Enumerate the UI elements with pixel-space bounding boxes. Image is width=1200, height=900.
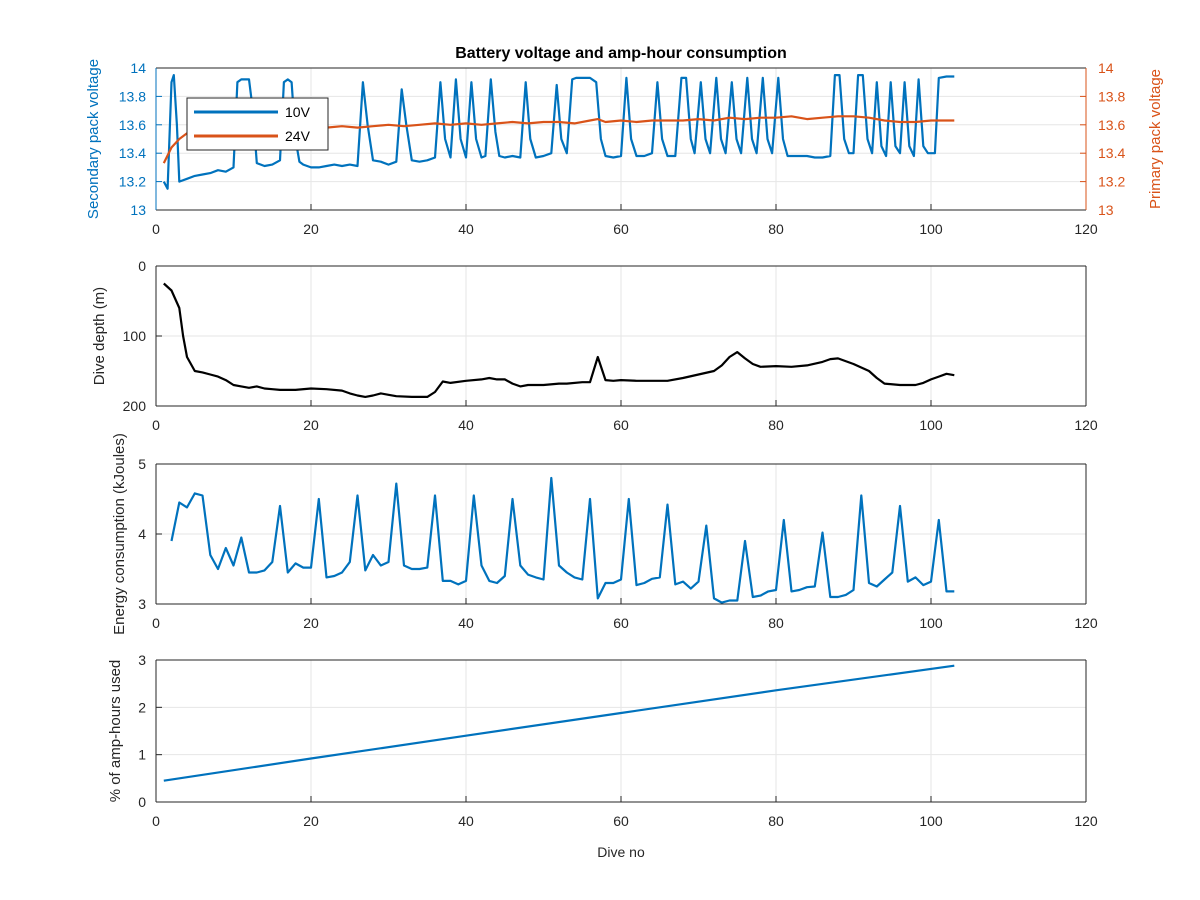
- legend-box: [186, 97, 329, 151]
- x-tick-label: 120: [1074, 417, 1098, 433]
- x-tick-label: 120: [1074, 615, 1098, 631]
- legend: 10V 24V: [186, 97, 329, 151]
- y-axis-label: Secondary pack voltage: [85, 59, 102, 219]
- y-axis-label: Energy consumption (kJoules): [111, 433, 128, 635]
- x-tick-label: 0: [152, 813, 160, 829]
- legend-label-10v: 10V: [285, 104, 311, 120]
- y-tick-label: 0: [138, 794, 146, 810]
- y-right-tick-label: 14: [1098, 60, 1114, 76]
- y-tick-label: 3: [138, 652, 146, 668]
- voltage-panel: 0 20 40 60 80 100 1201313.213.413.613.8141313.…: [85, 59, 1164, 237]
- x-axis-label: Dive no: [597, 844, 645, 860]
- x-tick-label: 60: [613, 417, 629, 433]
- x-tick-label: 40: [458, 813, 474, 829]
- x-tick-label: 80: [768, 221, 784, 237]
- y-tick-label: 2: [138, 699, 146, 715]
- x-tick-label: 20: [303, 417, 319, 433]
- x-tick-label: 120: [1074, 221, 1098, 237]
- x-tick-label: 100: [919, 417, 943, 433]
- series-line-0: [162, 74, 955, 190]
- y-tick-label: 13.2: [119, 174, 146, 190]
- x-tick-label: 20: [303, 221, 319, 237]
- y-right-tick-label: 13.4: [1098, 145, 1125, 161]
- y-tick-label: 13.8: [119, 88, 146, 104]
- y-right-axis-label: Primary pack voltage: [1147, 69, 1164, 209]
- x-tick-label: 60: [613, 615, 629, 631]
- x-tick-label: 100: [919, 221, 943, 237]
- y-tick-label: 4: [138, 526, 146, 542]
- y-tick-label: 100: [123, 328, 147, 344]
- x-tick-label: 20: [303, 813, 319, 829]
- y-right-tick-label: 13.8: [1098, 88, 1125, 104]
- x-tick-label: 0: [152, 615, 160, 631]
- x-tick-label: 60: [613, 813, 629, 829]
- y-tick-label: 13.4: [119, 145, 146, 161]
- y-right-tick-label: 13.2: [1098, 174, 1125, 190]
- y-right-tick-label: 13.6: [1098, 117, 1125, 133]
- x-tick-label: 100: [919, 615, 943, 631]
- amp-hours-panel: 0 20 40 60 80 100 120 0 1 2 3 % of amp-hours used: [107, 652, 1098, 829]
- x-tick-label: 120: [1074, 813, 1098, 829]
- x-tick-label: 80: [768, 615, 784, 631]
- y-tick-label: 200: [123, 398, 147, 414]
- x-tick-label: 80: [768, 417, 784, 433]
- y-tick-label: 5: [138, 456, 146, 472]
- x-tick-label: 0: [152, 417, 160, 433]
- x-tick-label: 40: [458, 417, 474, 433]
- x-tick-label: 20: [303, 615, 319, 631]
- x-tick-label: 100: [919, 813, 943, 829]
- y-tick-label: 0: [138, 258, 146, 274]
- figure-title: Battery voltage and amp-hour consumption: [455, 45, 787, 62]
- x-tick-label: 40: [458, 615, 474, 631]
- y-axis-label: Dive depth (m): [91, 287, 108, 385]
- depth-panel: 0 20 40 60 80 100 120 0 100 200 Dive depth (m): [91, 258, 1098, 433]
- series-line-0: [163, 664, 955, 782]
- x-tick-label: 0: [152, 221, 160, 237]
- y-tick-label: 14: [130, 60, 146, 76]
- series-line-0: [170, 476, 955, 604]
- energy-panel: 0 20 40 60 80 100 120 3 4 5 Energy consumption (kJ…: [111, 433, 1098, 635]
- y-right-tick-label: 13: [1098, 202, 1114, 218]
- x-tick-label: 40: [458, 221, 474, 237]
- y-tick-label: 1: [138, 747, 146, 763]
- y-axis-label: % of amp-hours used: [107, 660, 124, 803]
- y-tick-label: 3: [138, 596, 146, 612]
- y-tick-label: 13.6: [119, 117, 146, 133]
- series-line-0: [163, 282, 955, 398]
- x-tick-label: 60: [613, 221, 629, 237]
- y-tick-label: 13: [130, 202, 146, 218]
- legend-label-24v: 24V: [285, 128, 311, 144]
- x-tick-label: 80: [768, 813, 784, 829]
